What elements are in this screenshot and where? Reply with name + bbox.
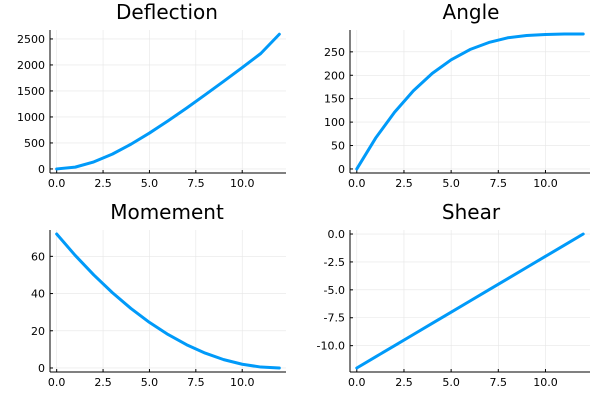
y-tick-label: 0.0 bbox=[328, 228, 346, 241]
panel-title: Deflection bbox=[116, 0, 218, 24]
y-tick-label: 0 bbox=[38, 163, 45, 176]
y-tick-label: 40 bbox=[31, 288, 45, 301]
y-tick-label: -2.5 bbox=[324, 256, 345, 269]
y-tick-label: 1000 bbox=[17, 111, 45, 124]
x-tick-label: 7.5 bbox=[187, 376, 205, 389]
y-tick-label: -7.5 bbox=[324, 312, 345, 325]
y-tick-label: 2000 bbox=[17, 59, 45, 72]
series-line bbox=[355, 32, 585, 171]
x-tick-label: 10.0 bbox=[230, 376, 255, 389]
x-tick-label: 2.5 bbox=[94, 177, 112, 190]
y-tick-label: 2500 bbox=[17, 33, 45, 46]
y-tick-label: 250 bbox=[324, 46, 345, 59]
y-tick-label: -5.0 bbox=[324, 284, 345, 297]
y-tick-label: 50 bbox=[331, 140, 345, 153]
x-tick-label: 5.0 bbox=[141, 376, 159, 389]
x-tick-label: 2.5 bbox=[395, 177, 413, 190]
x-tick-label: 0.0 bbox=[48, 376, 66, 389]
x-tick-label: 2.5 bbox=[395, 376, 413, 389]
x-tick-label: 10.0 bbox=[533, 177, 558, 190]
panel-title: Angle bbox=[443, 0, 500, 24]
x-tick-label: 0.0 bbox=[348, 177, 366, 190]
y-tick-label: 1500 bbox=[17, 85, 45, 98]
x-tick-label: 2.5 bbox=[94, 376, 112, 389]
y-tick-label: 200 bbox=[324, 69, 345, 82]
y-tick-label: 0 bbox=[338, 163, 345, 176]
x-tick-label: 7.5 bbox=[490, 177, 508, 190]
x-tick-label: 0.0 bbox=[48, 177, 66, 190]
panel-moment: Momement 0.0 2.5 5.0 7.5 10.0 0 20 40 60 bbox=[31, 200, 286, 389]
panel-deflection: Deflection 0.0 2.5 5.0 7.5 10.0 0 500 1000 1500 2… bbox=[17, 0, 286, 190]
x-tick-label: 7.5 bbox=[187, 177, 205, 190]
x-tick-label: 7.5 bbox=[490, 376, 508, 389]
x-tick-label: 10.0 bbox=[230, 177, 255, 190]
x-tick-label: 5.0 bbox=[442, 177, 460, 190]
y-tick-label: 100 bbox=[324, 116, 345, 129]
x-tick-label: 5.0 bbox=[141, 177, 159, 190]
x-tick-label: 10.0 bbox=[533, 376, 558, 389]
y-tick-label: -10.0 bbox=[317, 340, 345, 353]
y-tick-label: 150 bbox=[324, 93, 345, 106]
panel-angle: Angle 0.0 2.5 5.0 7.5 10.0 0 50 100 150 200 250 bbox=[324, 0, 590, 190]
y-tick-label: 60 bbox=[31, 250, 45, 263]
panel-title: Momement bbox=[110, 200, 224, 224]
series-line bbox=[55, 232, 281, 370]
series-line bbox=[55, 32, 281, 171]
panel-title: Shear bbox=[442, 200, 501, 224]
series-line bbox=[355, 232, 585, 370]
y-tick-label: 20 bbox=[31, 325, 45, 338]
y-tick-label: 0 bbox=[38, 362, 45, 375]
panel-shear: Shear 0.0 2.5 5.0 7.5 10.0 0.0 -2.5 -5.0 -7.5 -10… bbox=[317, 200, 590, 389]
x-tick-label: 5.0 bbox=[442, 376, 460, 389]
x-tick-label: 0.0 bbox=[348, 376, 366, 389]
y-tick-label: 500 bbox=[24, 137, 45, 150]
